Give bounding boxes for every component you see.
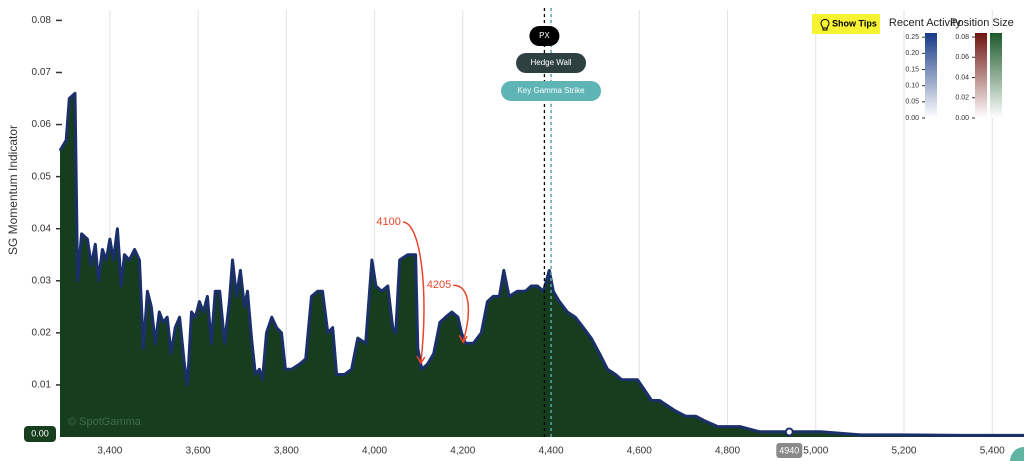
reference-pill [529, 26, 560, 46]
colorbar-tick-label: 0.25 [905, 34, 919, 41]
cursor-x-label: 4940 [779, 445, 799, 455]
y-axis-label: SG Momentum Indicator [6, 125, 20, 255]
y-tick-label: 0.06 [32, 119, 52, 130]
colorbar-tick-label: 0.10 [905, 83, 919, 90]
show-tips-button[interactable]: Show Tips [812, 14, 880, 34]
colorbar-tick-label: 0.06 [955, 54, 969, 61]
reference-pill [516, 53, 587, 73]
y-tick-label: 0.08 [32, 15, 52, 26]
line [58, 91, 1024, 437]
colorbar-tick-label: 0.15 [905, 66, 919, 73]
annotation-arrow [402, 221, 425, 363]
y-tick-label: 0.02 [32, 327, 52, 338]
annotation-arrowhead [458, 334, 468, 344]
cursor-y-label: 0.00 [31, 428, 49, 438]
x-tick-label: 3,400 [97, 446, 122, 457]
cursor-y-badge [24, 426, 56, 442]
colorbar-tick-label: 0.02 [955, 95, 969, 102]
y-tick-label: 0.04 [32, 223, 52, 234]
x-tick-label: 4,200 [450, 446, 475, 457]
colorbar-tick-label: 0.00 [905, 115, 919, 122]
x-tick-label: 5,200 [891, 446, 916, 457]
x-tick-label: 4,600 [627, 446, 652, 457]
colorbar-tick-label: 0.05 [905, 99, 919, 106]
annotation-label: 4205 [427, 279, 451, 291]
reference-label: Hedge Wall [531, 58, 572, 67]
reference-label: Key Gamma Strike [517, 86, 585, 95]
annotation-arrow [453, 284, 470, 342]
x-tick-label: 3,600 [186, 446, 211, 457]
x-tick-label: 4,800 [715, 446, 740, 457]
bulb-icon [820, 18, 830, 31]
colorbar-tick-label: 0.00 [955, 115, 969, 122]
x-tick-label: 5,400 [980, 446, 1005, 457]
button-label: Show Tips [832, 18, 877, 28]
colorbar [925, 33, 937, 118]
reference-label: PX [539, 31, 550, 40]
y-tick-label: 0.01 [32, 380, 52, 391]
colorbar [975, 33, 987, 118]
annotation-arrowhead [416, 355, 426, 365]
x-tick-label: 3,800 [274, 446, 299, 457]
colorbar-title: Position Size [950, 17, 1014, 29]
area [60, 93, 1024, 438]
colorbar-tick-label: 0.04 [955, 74, 969, 81]
x-tick-label: 5,000 [803, 446, 828, 457]
colorbar-tick-label: 0.08 [955, 34, 969, 41]
watermark: © SpotGamma [68, 416, 142, 428]
cursor-marker [784, 427, 794, 437]
y-tick-label: 0.03 [32, 275, 52, 286]
x-tick-label: 4,000 [362, 446, 387, 457]
colorbar [990, 33, 1002, 118]
cursor-x-badge [776, 443, 803, 458]
y-tick-label: 0.07 [32, 67, 52, 78]
corner-badge [1010, 447, 1024, 461]
reference-pill [501, 81, 602, 101]
y-tick-label: 0.05 [32, 171, 52, 182]
colorbar-title: Recent Activity [889, 17, 962, 29]
button-bg [812, 14, 880, 34]
annotation-label: 4100 [376, 216, 400, 228]
x-tick-label: 4,400 [539, 446, 564, 457]
colorbar-tick-label: 0.20 [905, 50, 919, 57]
